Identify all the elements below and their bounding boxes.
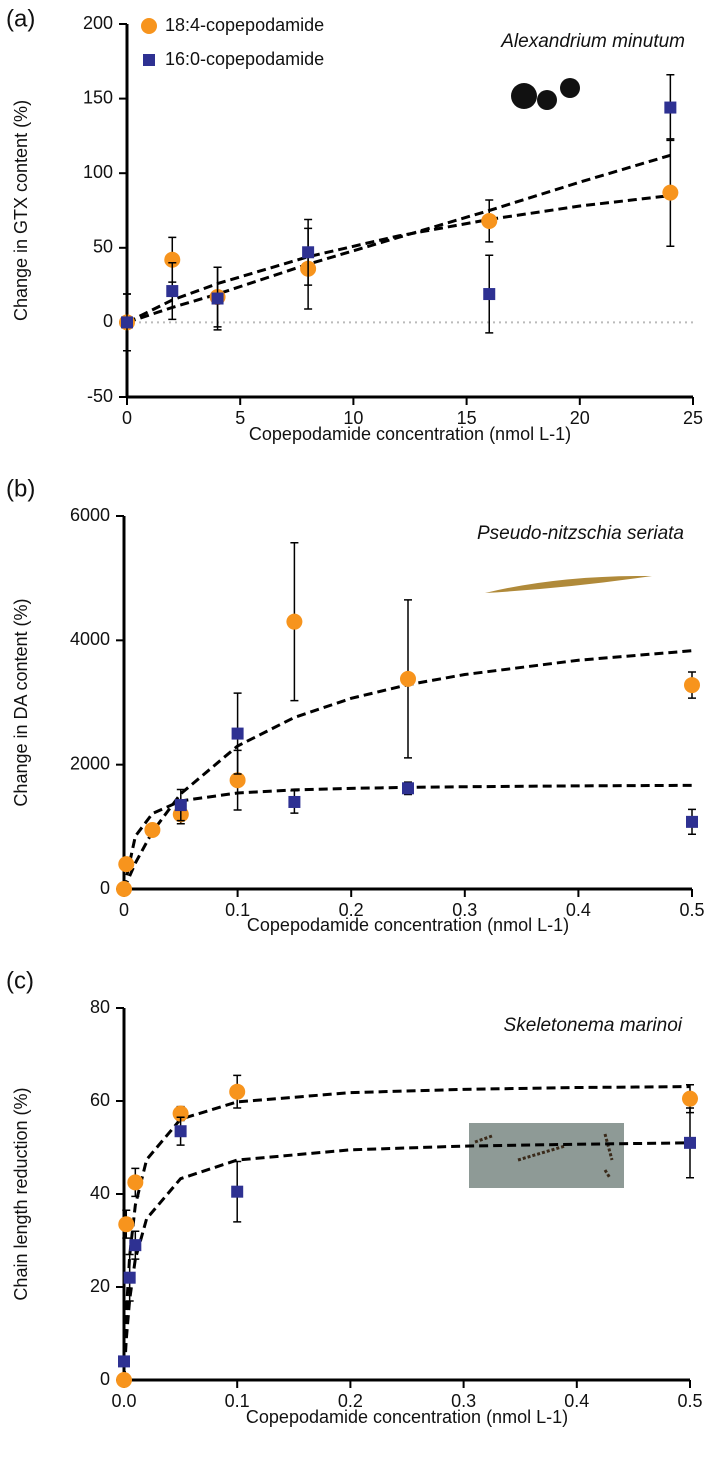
y-tick-label: 2000 bbox=[70, 753, 110, 773]
x-tick-label: 0.0 bbox=[111, 1391, 136, 1411]
y-tick-label: 0 bbox=[103, 311, 113, 331]
x-tick-label: 0.5 bbox=[679, 900, 704, 920]
panel-label: (c) bbox=[6, 967, 34, 994]
y-axis-label: Chain length reduction (%) bbox=[11, 1087, 31, 1300]
marker bbox=[116, 881, 132, 897]
y-tick-label: 150 bbox=[83, 87, 113, 107]
y-tick-label: 6000 bbox=[70, 505, 110, 525]
x-tick-label: 0 bbox=[122, 408, 132, 428]
marker bbox=[211, 292, 224, 305]
x-tick-label: 0.3 bbox=[452, 900, 477, 920]
x-axis-label: Copepodamide concentration (nmol L-1) bbox=[249, 424, 571, 444]
y-tick-label: 0 bbox=[100, 1369, 110, 1389]
x-axis-label: Copepodamide concentration (nmol L-1) bbox=[247, 915, 569, 935]
cell-image-c bbox=[469, 1123, 624, 1188]
x-tick-label: 0.4 bbox=[564, 1391, 589, 1411]
marker bbox=[231, 1185, 244, 1198]
chart-title: Pseudo-nitzschia seriata bbox=[477, 523, 684, 544]
fit-curve bbox=[122, 649, 693, 890]
marker bbox=[229, 1083, 246, 1100]
marker bbox=[231, 727, 244, 740]
y-tick-label: 200 bbox=[83, 13, 113, 33]
marker bbox=[118, 1216, 135, 1233]
x-axis-label: Copepodamide concentration (nmol L-1) bbox=[246, 1407, 568, 1427]
x-tick-label: 0.4 bbox=[566, 900, 591, 920]
panel-label: (b) bbox=[6, 475, 35, 502]
marker bbox=[129, 1239, 142, 1252]
x-tick-label: 20 bbox=[570, 408, 590, 428]
cell-image-b bbox=[485, 575, 652, 593]
marker bbox=[481, 212, 498, 229]
marker bbox=[121, 316, 133, 329]
marker bbox=[664, 101, 677, 114]
legend-marker bbox=[141, 18, 157, 34]
cell-image-a bbox=[511, 78, 580, 110]
panel-label: (a) bbox=[6, 5, 35, 32]
legend-label: 16:0-copepodamide bbox=[165, 49, 324, 69]
y-tick-label: 20 bbox=[90, 1276, 110, 1296]
marker bbox=[684, 1136, 696, 1149]
marker bbox=[174, 1125, 187, 1138]
marker bbox=[686, 815, 698, 828]
marker bbox=[127, 1174, 144, 1191]
marker bbox=[288, 795, 301, 808]
marker bbox=[402, 782, 414, 795]
marker bbox=[118, 1355, 130, 1368]
x-tick-label: 0.1 bbox=[225, 1391, 250, 1411]
fit-curve bbox=[126, 194, 671, 324]
marker bbox=[400, 670, 416, 687]
marker bbox=[302, 246, 315, 259]
y-tick-label: 0 bbox=[100, 878, 110, 898]
marker bbox=[164, 251, 181, 268]
fit-curve bbox=[126, 153, 671, 324]
x-tick-label: 5 bbox=[235, 408, 245, 428]
fit-curve bbox=[122, 783, 693, 890]
marker bbox=[118, 856, 135, 873]
y-axis-label: Change in DA content (%) bbox=[11, 598, 31, 806]
fit-curve bbox=[122, 1141, 691, 1381]
y-tick-label: -50 bbox=[87, 386, 113, 406]
marker bbox=[123, 1271, 136, 1284]
x-tick-label: 0.2 bbox=[339, 900, 364, 920]
y-tick-label: 40 bbox=[90, 1183, 110, 1203]
y-tick-label: 4000 bbox=[70, 629, 110, 649]
chart-title: Alexandrium minutum bbox=[500, 31, 685, 52]
marker bbox=[166, 285, 179, 298]
marker bbox=[174, 799, 187, 812]
x-tick-label: 0.1 bbox=[225, 900, 250, 920]
marker bbox=[684, 677, 700, 694]
x-tick-label: 15 bbox=[457, 408, 477, 428]
marker bbox=[116, 1372, 132, 1388]
y-tick-label: 80 bbox=[90, 997, 110, 1017]
y-axis-label: Change in GTX content (%) bbox=[11, 100, 31, 321]
marker bbox=[483, 288, 496, 301]
legend-label: 18:4-copepodamide bbox=[165, 15, 324, 35]
x-tick-label: 0.2 bbox=[338, 1391, 363, 1411]
x-tick-label: 0 bbox=[119, 900, 129, 920]
y-tick-label: 100 bbox=[83, 162, 113, 182]
x-tick-label: 10 bbox=[343, 408, 363, 428]
y-tick-label: 60 bbox=[90, 1090, 110, 1110]
marker bbox=[682, 1090, 698, 1107]
x-tick-label: 0.3 bbox=[451, 1391, 476, 1411]
legend-marker bbox=[143, 54, 155, 66]
y-tick-label: 50 bbox=[93, 237, 113, 257]
marker bbox=[286, 613, 303, 630]
x-tick-label: 25 bbox=[683, 408, 703, 428]
chart-title: Skeletonema marinoi bbox=[504, 1015, 683, 1036]
marker bbox=[144, 821, 161, 838]
marker bbox=[662, 184, 679, 201]
x-tick-label: 0.5 bbox=[677, 1391, 702, 1411]
marker bbox=[229, 772, 246, 789]
